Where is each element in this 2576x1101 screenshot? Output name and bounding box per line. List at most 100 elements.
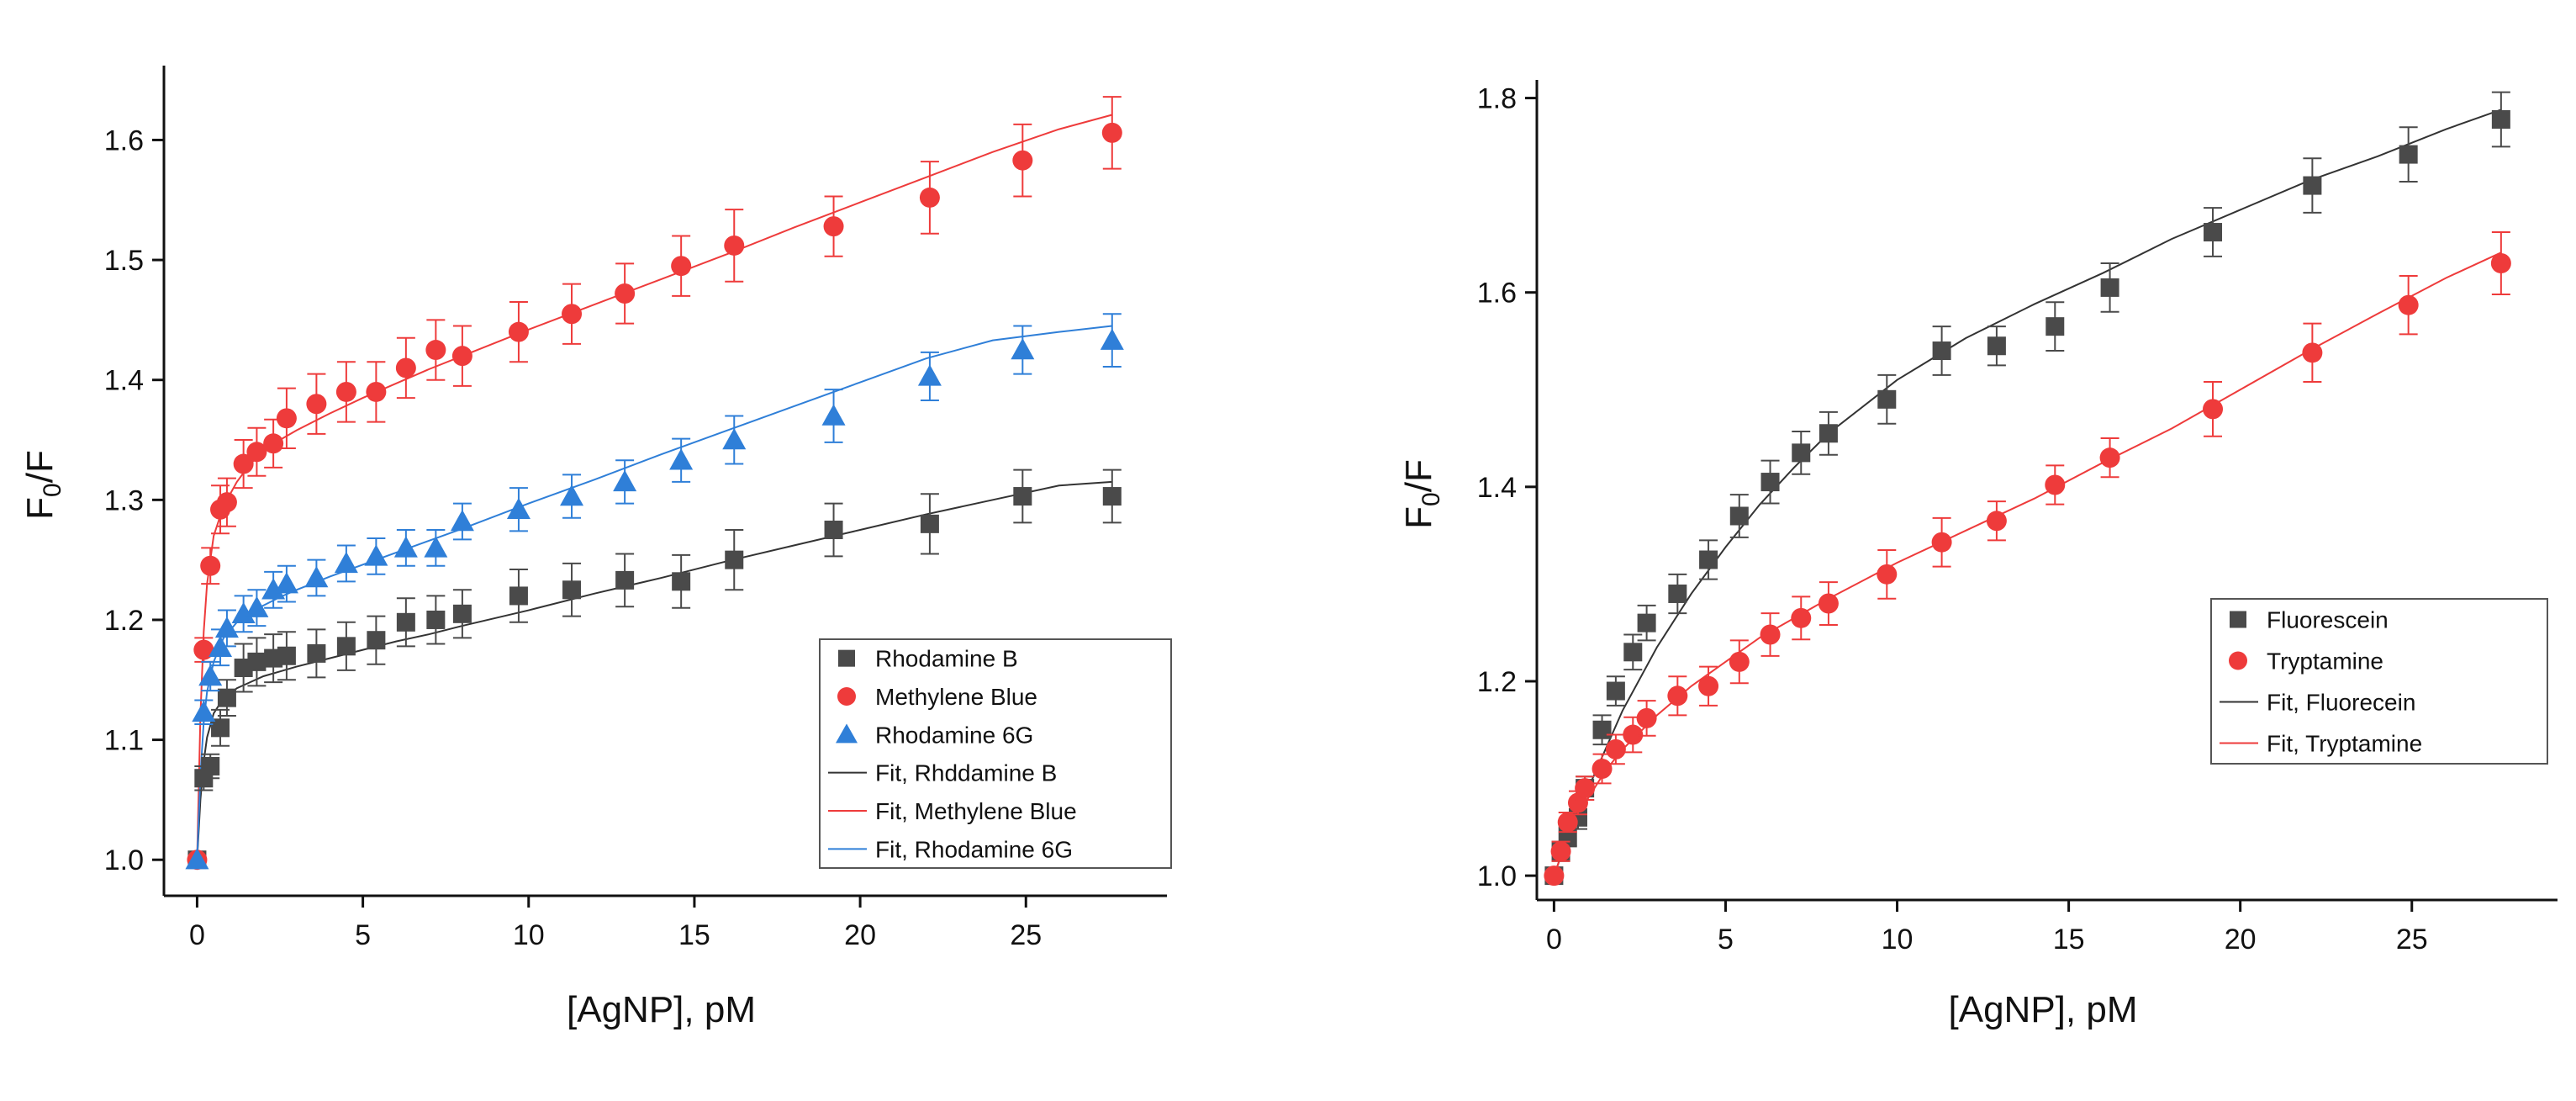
data-point	[1667, 685, 1688, 707]
data-point	[200, 555, 221, 576]
y-tick-label: 1.2	[1477, 666, 1517, 698]
data-point	[1931, 532, 1952, 553]
data-point	[615, 283, 636, 304]
data-point	[1818, 593, 1839, 614]
y-axis-title: F0/F	[19, 450, 66, 520]
legend-swatch-circle	[2229, 651, 2247, 670]
legend-swatch-square	[838, 649, 855, 667]
data-point	[2100, 278, 2119, 297]
data-point	[560, 484, 584, 506]
data-point	[274, 572, 298, 594]
data-point	[1819, 424, 1838, 443]
data-point	[823, 216, 844, 237]
legend-label: Rhodamine B	[875, 646, 1018, 672]
data-point	[1623, 643, 1643, 662]
right-chart: 0 5 10 15 20 251.01.21.41.61.8[AgNP], pMF0/FF…	[1398, 80, 2558, 1030]
legend-swatch-triangle	[836, 723, 858, 744]
data-point	[2099, 447, 2120, 468]
data-point	[304, 566, 329, 588]
legend-label: Fit, Rhddamine B	[875, 760, 1057, 786]
data-point	[1101, 122, 1122, 143]
legend-label: Fit, Rhodamine 6G	[875, 836, 1073, 862]
data-point	[336, 637, 356, 656]
data-point	[1877, 564, 1898, 585]
series-tryptamine	[1544, 231, 2511, 887]
data-point	[1668, 584, 1687, 603]
data-point	[671, 256, 692, 277]
y-tick-label: 1.8	[1477, 83, 1517, 115]
y-tick-label: 1.4	[104, 365, 144, 397]
x-tick-label: 0	[189, 919, 205, 951]
y-tick-label: 1.5	[104, 245, 144, 277]
legend-box	[2210, 598, 2548, 765]
data-point	[2399, 145, 2418, 164]
data-point	[722, 428, 747, 450]
data-point	[2203, 399, 2224, 420]
data-point	[366, 381, 387, 402]
data-point	[2490, 253, 2511, 274]
data-point	[672, 572, 691, 591]
data-point	[261, 578, 286, 600]
legend-label: Fit, Fluorecein	[2267, 690, 2415, 716]
y-tick-label: 1.6	[1477, 278, 1517, 310]
data-point	[562, 580, 582, 600]
data-point	[2491, 109, 2510, 129]
x-axis-title: [AgNP], pM	[1949, 989, 2138, 1030]
data-point	[276, 408, 297, 429]
x-tick-label: 20	[844, 919, 876, 951]
data-point	[2398, 294, 2419, 315]
data-point	[1557, 812, 1578, 833]
legend-swatch-square	[2230, 611, 2246, 628]
data-point	[185, 848, 209, 870]
data-point	[217, 688, 236, 707]
legend-swatch-circle	[837, 687, 856, 706]
legend-label: Fit, Tryptamine	[2267, 731, 2422, 757]
data-point	[920, 514, 939, 533]
legend: Rhodamine B Methylene Blue Rhodamine 6G Fit…	[819, 638, 1172, 869]
y-axis-title-subscript: 0	[1417, 492, 1445, 506]
data-point	[214, 616, 239, 638]
y-tick-label: 1.2	[104, 605, 144, 637]
data-point	[395, 357, 416, 378]
data-point	[1013, 487, 1032, 506]
data-point	[216, 492, 237, 513]
data-point	[334, 551, 358, 574]
data-point	[2045, 317, 2065, 336]
data-point	[821, 404, 846, 426]
y-axis-title-tail: /F	[19, 450, 61, 483]
data-point	[2302, 342, 2323, 363]
data-point	[231, 601, 256, 624]
data-point	[2045, 474, 2066, 495]
x-tick-label: 15	[2053, 924, 2085, 955]
y-tick-label: 1.3	[104, 484, 144, 516]
y-axis-title: F0/F	[1398, 459, 1445, 529]
series-methylene-blue	[187, 96, 1122, 871]
data-point	[1760, 473, 1780, 492]
data-point	[1792, 443, 1811, 463]
data-point	[307, 643, 326, 663]
data-point	[367, 631, 386, 650]
data-point	[424, 536, 448, 558]
data-point	[1550, 841, 1571, 862]
data-point	[1699, 550, 1718, 569]
legend-label: Rhodamine 6G	[875, 722, 1033, 748]
y-tick-label: 1.4	[1477, 472, 1517, 504]
series-fluorescein	[1544, 91, 2510, 886]
x-axis-title: [AgNP], pM	[567, 989, 756, 1030]
x-tick-label: 25	[2396, 924, 2428, 955]
data-point	[725, 550, 744, 569]
legend-label: Methylene Blue	[875, 684, 1037, 710]
y-tick-label: 1.6	[104, 124, 144, 156]
data-point	[246, 442, 267, 463]
data-point	[450, 510, 474, 532]
legend-box	[819, 638, 1172, 869]
data-point	[1637, 613, 1656, 633]
x-tick-label: 5	[1718, 924, 1734, 955]
data-point	[724, 235, 745, 256]
data-point	[562, 304, 583, 325]
data-point	[233, 453, 254, 474]
y-tick-label: 1.1	[104, 725, 144, 757]
data-point	[1791, 607, 1812, 628]
data-point	[613, 469, 637, 492]
x-tick-label: 10	[513, 919, 545, 951]
